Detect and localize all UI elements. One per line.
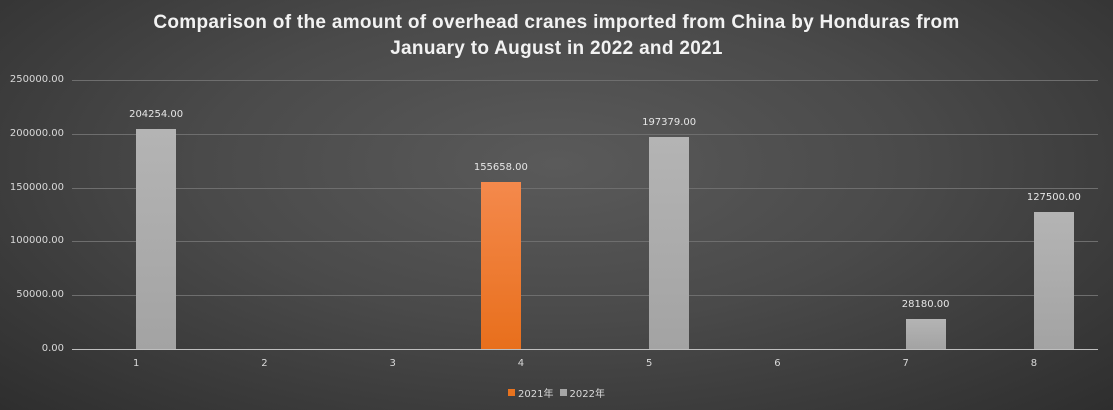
legend-label-2022: 2022年: [569, 389, 605, 400]
legend-swatch-2022: [559, 389, 567, 396]
data-label: 127500.00: [1026, 191, 1081, 203]
y-tick-label: 50000.00: [16, 289, 64, 300]
x-tick-label: 4: [517, 358, 525, 369]
gridline: [72, 188, 1098, 189]
y-tick-label: 250000.00: [9, 74, 64, 85]
bar-2021-cat-4[interactable]: [480, 181, 521, 349]
x-tick-label: 5: [645, 358, 653, 369]
x-tick-label: 3: [389, 358, 396, 369]
legend-swatch-2021: [508, 389, 516, 396]
bar-2022-cat-5[interactable]: [649, 136, 690, 349]
data-label: 155658.00: [473, 161, 528, 173]
y-tick-label: 200000.00: [9, 128, 64, 139]
gridline: [72, 80, 1098, 81]
gridline: [72, 295, 1098, 296]
x-tick-label: 8: [1030, 358, 1038, 369]
legend-item-2022[interactable]: 2022年: [559, 385, 605, 400]
x-tick-label: 1: [132, 358, 140, 369]
legend-item-2021[interactable]: 2021年: [508, 385, 554, 400]
chart-title-line-2: January to August in 2022 and 2021: [390, 38, 723, 59]
x-tick-label: 6: [774, 358, 781, 369]
data-label: 204254.00: [129, 109, 184, 121]
legend-label-2021: 2021年: [518, 389, 554, 400]
x-tick-label: 2: [261, 358, 268, 369]
y-tick-label: 100000.00: [9, 235, 64, 246]
chart-title: Comparison of the amount of overhead cra…: [0, 10, 1113, 62]
data-label: 197379.00: [642, 116, 697, 128]
y-tick-label: 0.00: [41, 343, 64, 354]
chart-title-line-1: Comparison of the amount of overhead cra…: [153, 12, 960, 33]
data-label: 28180.00: [901, 298, 950, 310]
bar-2022-cat-8[interactable]: [1033, 211, 1074, 349]
bar-2022-cat-1[interactable]: [136, 129, 177, 349]
gridline: [72, 241, 1098, 242]
legend: 2021年 2022年: [0, 385, 1113, 400]
x-tick-label: 7: [902, 358, 909, 369]
y-tick-label: 150000.00: [9, 182, 64, 193]
bar-2022-cat-7[interactable]: [905, 318, 946, 349]
x-axis-line: [72, 349, 1098, 350]
gridline: [72, 134, 1098, 135]
